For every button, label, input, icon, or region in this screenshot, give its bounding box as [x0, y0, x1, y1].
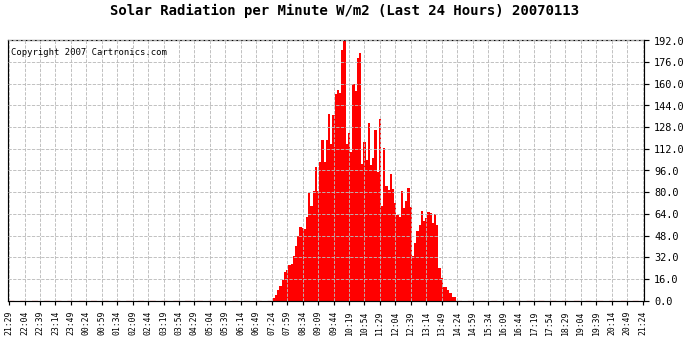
- Bar: [436, 225, 438, 301]
- Bar: [326, 140, 328, 301]
- Bar: [366, 160, 368, 301]
- Bar: [277, 290, 280, 301]
- Text: Copyright 2007 Cartronics.com: Copyright 2007 Cartronics.com: [11, 48, 167, 57]
- Bar: [363, 142, 366, 301]
- Bar: [390, 174, 392, 301]
- Bar: [359, 53, 361, 301]
- Bar: [421, 211, 423, 301]
- Bar: [414, 243, 416, 301]
- Bar: [337, 90, 339, 301]
- Bar: [412, 256, 414, 301]
- Bar: [379, 119, 381, 301]
- Bar: [405, 201, 407, 301]
- Bar: [427, 212, 429, 301]
- Bar: [284, 273, 286, 301]
- Bar: [451, 297, 454, 301]
- Bar: [443, 287, 445, 301]
- Bar: [385, 186, 388, 301]
- Bar: [454, 297, 456, 301]
- Bar: [344, 41, 346, 301]
- Bar: [434, 215, 436, 301]
- Bar: [350, 152, 352, 301]
- Bar: [440, 278, 443, 301]
- Bar: [445, 287, 447, 301]
- Bar: [368, 123, 370, 301]
- Bar: [361, 164, 363, 301]
- Bar: [324, 162, 326, 301]
- Bar: [399, 217, 401, 301]
- Bar: [383, 148, 385, 301]
- Bar: [377, 172, 379, 301]
- Text: Solar Radiation per Minute W/m2 (Last 24 Hours) 20070113: Solar Radiation per Minute W/m2 (Last 24…: [110, 3, 579, 18]
- Bar: [348, 133, 350, 301]
- Bar: [317, 191, 319, 301]
- Bar: [392, 189, 394, 301]
- Bar: [335, 95, 337, 301]
- Bar: [396, 216, 399, 301]
- Bar: [429, 214, 432, 301]
- Bar: [313, 191, 315, 301]
- Bar: [280, 286, 282, 301]
- Bar: [401, 191, 403, 301]
- Bar: [297, 236, 299, 301]
- Bar: [333, 116, 335, 301]
- Bar: [370, 165, 372, 301]
- Bar: [352, 84, 355, 301]
- Bar: [372, 158, 374, 301]
- Bar: [288, 264, 291, 301]
- Bar: [381, 206, 383, 301]
- Bar: [282, 280, 284, 301]
- Bar: [286, 270, 288, 301]
- Bar: [374, 130, 377, 301]
- Bar: [299, 227, 302, 301]
- Bar: [447, 290, 449, 301]
- Bar: [275, 295, 277, 301]
- Bar: [319, 162, 321, 301]
- Bar: [302, 228, 304, 301]
- Bar: [304, 229, 306, 301]
- Bar: [438, 268, 440, 301]
- Bar: [295, 246, 297, 301]
- Bar: [310, 206, 313, 301]
- Bar: [388, 190, 390, 301]
- Bar: [341, 50, 344, 301]
- Bar: [328, 114, 330, 301]
- Bar: [346, 144, 348, 301]
- Bar: [293, 256, 295, 301]
- Bar: [394, 203, 396, 301]
- Bar: [308, 193, 310, 301]
- Bar: [291, 264, 293, 301]
- Bar: [330, 144, 333, 301]
- Bar: [418, 225, 421, 301]
- Bar: [339, 93, 341, 301]
- Bar: [321, 140, 324, 301]
- Bar: [410, 207, 412, 301]
- Bar: [423, 221, 425, 301]
- Bar: [416, 231, 418, 301]
- Bar: [315, 167, 317, 301]
- Bar: [425, 218, 427, 301]
- Bar: [357, 58, 359, 301]
- Bar: [403, 208, 405, 301]
- Bar: [355, 91, 357, 301]
- Bar: [432, 223, 434, 301]
- Bar: [449, 293, 451, 301]
- Bar: [306, 217, 308, 301]
- Bar: [273, 298, 275, 301]
- Bar: [407, 188, 410, 301]
